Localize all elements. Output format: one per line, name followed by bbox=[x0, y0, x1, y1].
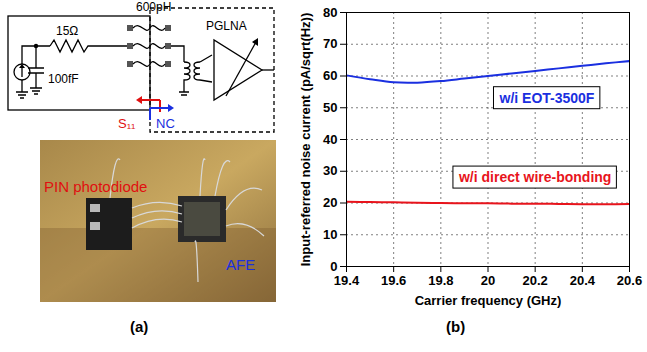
svg-text:PGLNA: PGLNA bbox=[206, 19, 247, 33]
svg-text:600pH: 600pH bbox=[136, 0, 171, 14]
svg-text:Carrier frequency (GHz): Carrier frequency (GHz) bbox=[415, 293, 562, 308]
svg-text:20: 20 bbox=[323, 195, 337, 210]
svg-text:100fF: 100fF bbox=[48, 72, 79, 86]
html-text:(a): (a) bbox=[130, 318, 149, 335]
svg-text:19.8: 19.8 bbox=[428, 273, 453, 288]
svg-text:50: 50 bbox=[323, 100, 337, 115]
svg-text:20.2: 20.2 bbox=[523, 273, 548, 288]
svg-text:30: 30 bbox=[323, 163, 337, 178]
svg-text:w/i EOT-3500F: w/i EOT-3500F bbox=[498, 90, 594, 106]
svg-text:19.6: 19.6 bbox=[381, 273, 406, 288]
svg-text:20.4: 20.4 bbox=[570, 273, 596, 288]
svg-text:20.6: 20.6 bbox=[617, 273, 642, 288]
svg-text:0: 0 bbox=[330, 259, 337, 274]
svg-text:60: 60 bbox=[323, 68, 337, 83]
svg-text:15Ω: 15Ω bbox=[56, 24, 78, 38]
svg-text:AFE: AFE bbox=[226, 256, 255, 273]
svg-text:70: 70 bbox=[323, 36, 337, 51]
svg-text:40: 40 bbox=[323, 132, 337, 147]
svg-text:20: 20 bbox=[481, 273, 495, 288]
svg-text:Input-referred noise current (: Input-referred noise current (pA/sqrt(Hz… bbox=[298, 13, 313, 267]
svg-text:80: 80 bbox=[323, 5, 337, 20]
svg-text:NC: NC bbox=[156, 116, 175, 131]
html-text:(b): (b) bbox=[446, 318, 466, 335]
svg-text:19.4: 19.4 bbox=[334, 273, 360, 288]
svg-text:PIN photodiode: PIN photodiode bbox=[44, 178, 147, 195]
svg-text:10: 10 bbox=[323, 227, 337, 242]
svg-text:w/i direct wire-bonding: w/i direct wire-bonding bbox=[458, 169, 611, 185]
svg-text:S₁₁: S₁₁ bbox=[118, 116, 136, 131]
